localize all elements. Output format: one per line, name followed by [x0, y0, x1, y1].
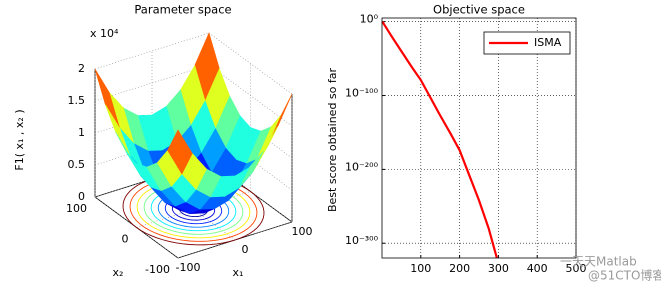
y-tick-label: 10⁻²⁰⁰ [345, 160, 379, 173]
x-tick-label: 400 [527, 262, 548, 275]
z-axis-label: F1( x₁ , x₂ ) [13, 109, 26, 170]
grid-line [94, 64, 210, 102]
x-tick-label: 100 [410, 262, 431, 275]
z-tick-label: 0 [78, 190, 85, 203]
y-axis-label: x₂ [113, 266, 124, 279]
z-tick-label: 0.5 [68, 158, 86, 171]
watermark: 一天天Matlab [560, 255, 637, 269]
grid-line [208, 32, 293, 95]
y-tick-label: 10⁰ [360, 13, 379, 26]
plot-area [382, 18, 576, 258]
x-tick-label: -100 [176, 261, 201, 274]
z-multiplier: x 10⁴ [90, 27, 119, 40]
axes-box [381, 17, 577, 259]
x-tick-label: 0 [242, 243, 249, 256]
x-tick-label: 300 [488, 262, 509, 275]
z-tick-label: 1 [78, 126, 85, 139]
x-axis-label: x₁ [233, 266, 244, 279]
grid-line [136, 191, 251, 228]
y-tick-label: 10⁻¹⁰⁰ [345, 87, 379, 100]
y-tick-label: -100 [145, 263, 170, 276]
grid-line [94, 32, 210, 70]
chart-title: Objective space [433, 3, 525, 17]
y-tick-label: 10⁻³⁰⁰ [345, 234, 379, 247]
y-axis-label: Best score obtained so far [326, 68, 339, 213]
surface-cell [167, 129, 193, 175]
x-tick-label: 500 [566, 262, 587, 275]
x-tick-label: 100 [292, 225, 313, 238]
z-tick-label: 1.5 [68, 94, 86, 107]
series-line [381, 21, 498, 259]
legend-label: ISMA [534, 36, 562, 49]
watermark: @51CTO博客 [588, 268, 661, 283]
grid-line [177, 221, 293, 259]
y-tick-label: 0 [122, 233, 129, 246]
x-tick-label: 200 [449, 262, 470, 275]
z-tick-label: 2 [78, 62, 85, 75]
chart-title: Parameter space [134, 3, 231, 17]
y-tick-label: 100 [66, 202, 87, 215]
